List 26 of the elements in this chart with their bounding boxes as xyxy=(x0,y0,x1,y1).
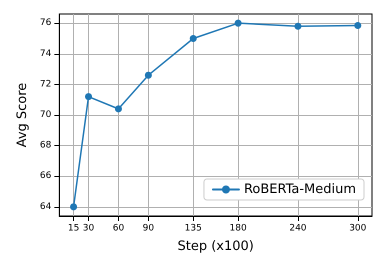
y-tick-label: 74 xyxy=(40,48,52,59)
point xyxy=(70,203,78,210)
point xyxy=(354,22,362,29)
x-tick-label: 90 xyxy=(142,224,154,234)
y-tick-label: 70 xyxy=(40,110,52,120)
point xyxy=(114,105,122,112)
x-tick-label: 135 xyxy=(184,224,202,234)
point xyxy=(234,20,242,27)
x-tick-label: 300 xyxy=(349,224,367,234)
point xyxy=(294,22,302,30)
y-axis-title: Avg Score xyxy=(15,82,30,148)
y-tick-label: 66 xyxy=(40,171,52,182)
point xyxy=(85,93,92,100)
y-tick-label: 68 xyxy=(40,140,52,151)
x-tick-label: 240 xyxy=(289,224,307,234)
y-tick-label: 72 xyxy=(40,79,52,90)
x-tick-label: 60 xyxy=(112,224,124,234)
y-tick-label: 64 xyxy=(40,202,52,212)
point xyxy=(144,72,152,79)
x-tick-label: 30 xyxy=(82,224,95,234)
y-tick-label: 76 xyxy=(40,18,52,28)
x-axis-title: Step (x100) xyxy=(177,239,254,254)
point xyxy=(190,34,197,42)
x-tick-label: 180 xyxy=(230,224,247,234)
legend-label: RoBERTa-Medium xyxy=(244,182,356,197)
x-tick-label: 15 xyxy=(68,224,80,234)
